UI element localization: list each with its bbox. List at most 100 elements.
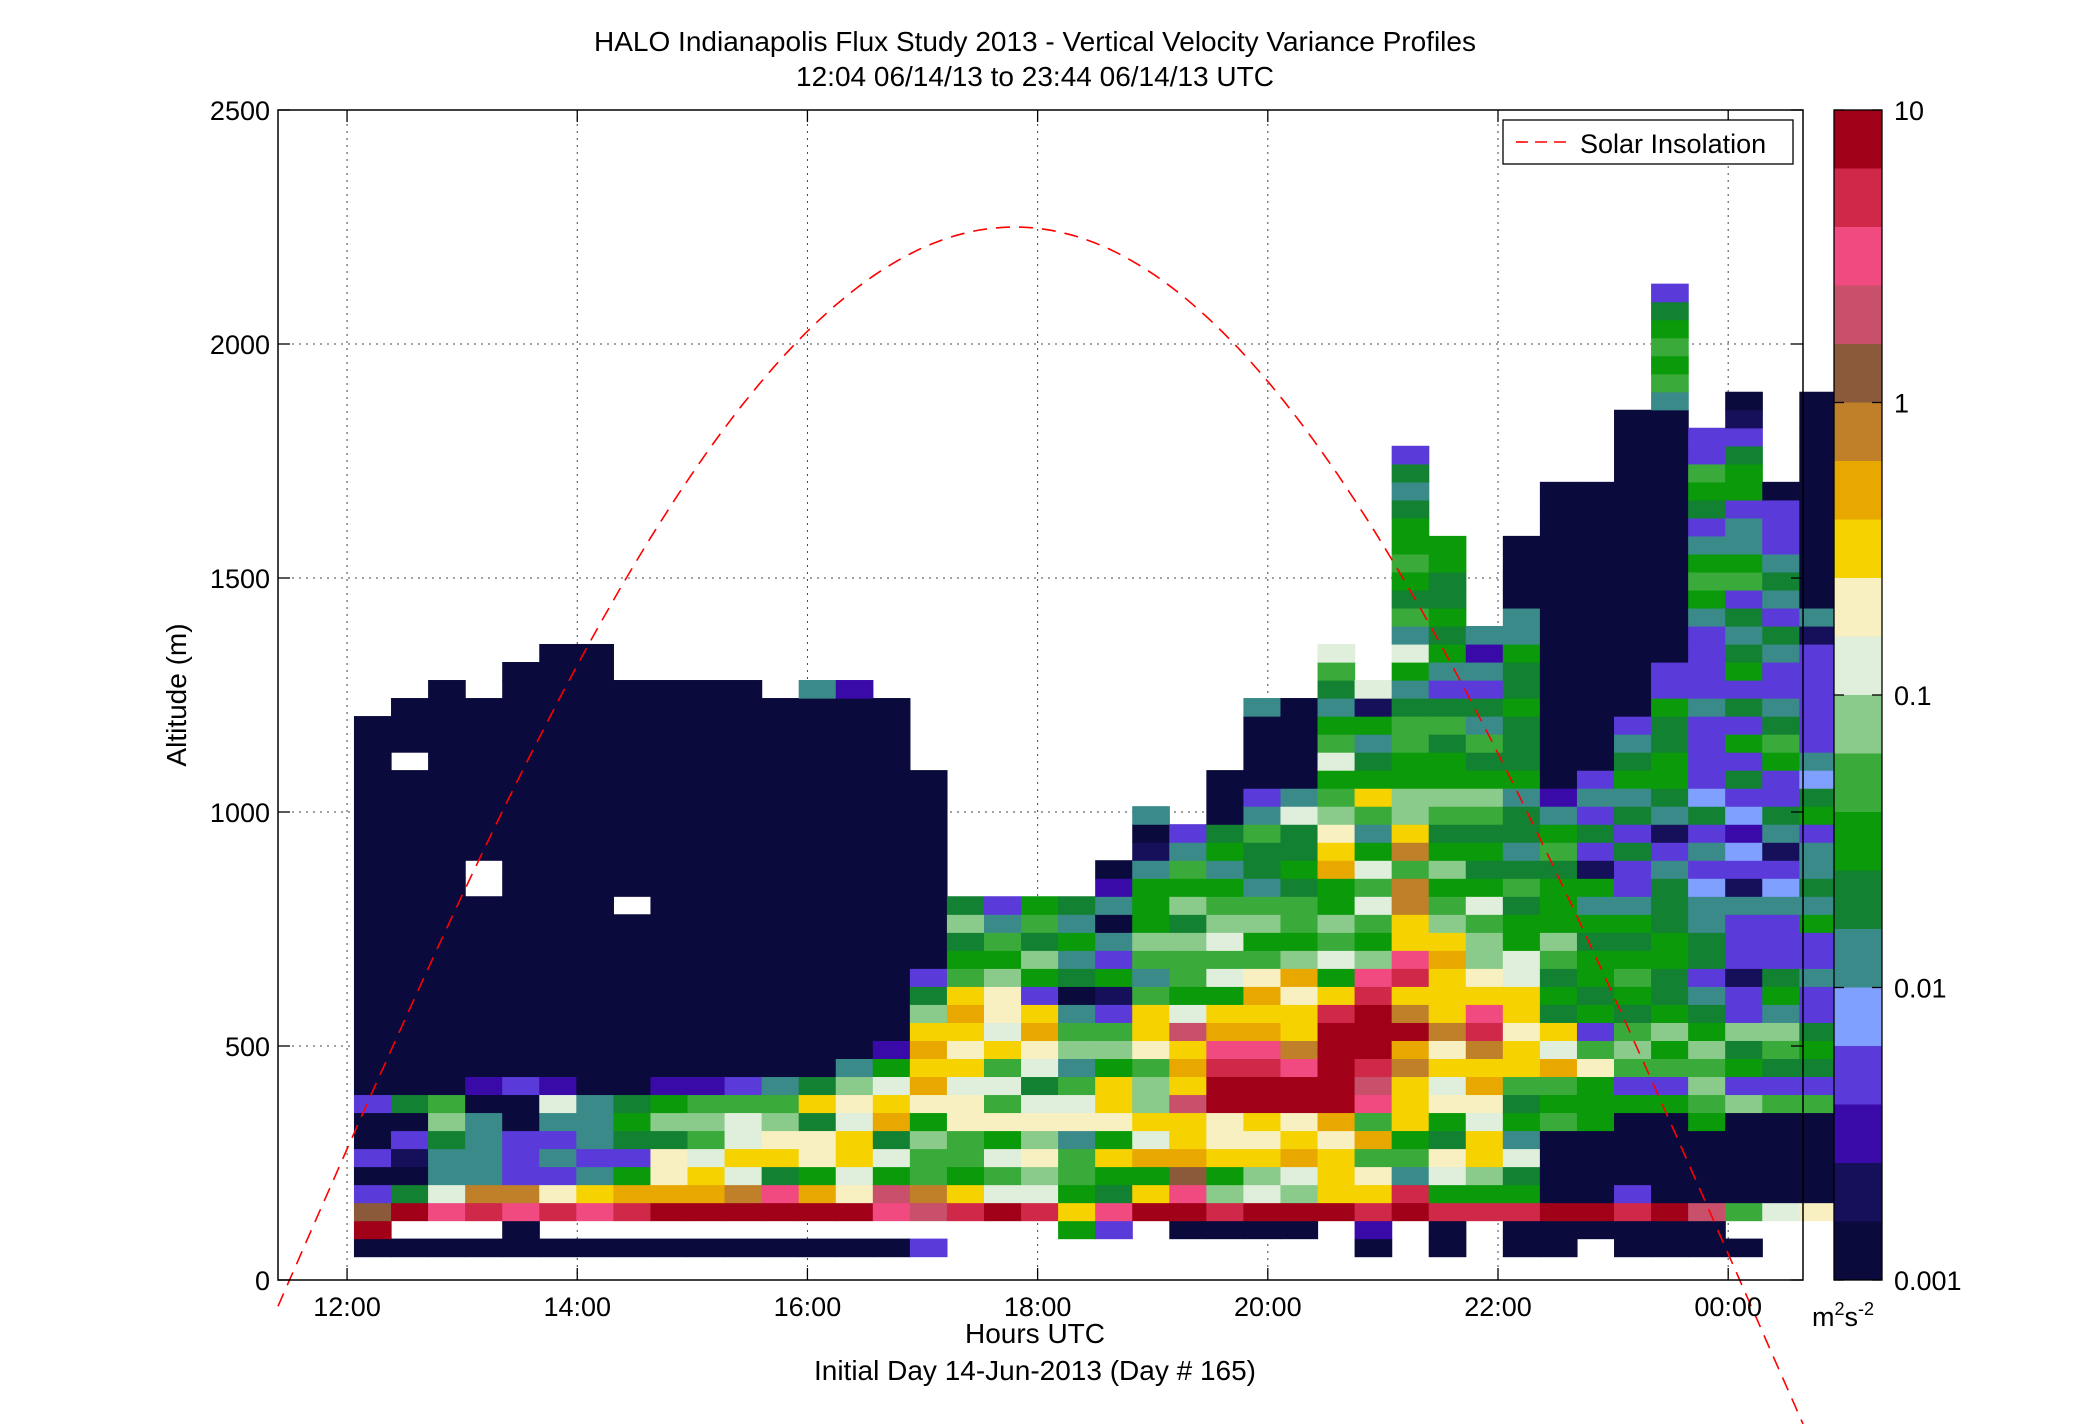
heatmap-cell	[539, 932, 577, 951]
heatmap-cell	[353, 1058, 392, 1078]
heatmap-cell	[576, 734, 614, 753]
heatmap-cell	[1799, 607, 1837, 627]
heatmap-cell	[1539, 553, 1578, 573]
heatmap-cell	[1576, 986, 1615, 1005]
heatmap-cell	[1058, 986, 1096, 1005]
heatmap-cell	[391, 1130, 429, 1150]
heatmap-cell	[1280, 716, 1319, 735]
heatmap-cell	[1317, 752, 1356, 771]
heatmap-cell	[1243, 1202, 1282, 1222]
heatmap-cell	[1688, 1220, 1726, 1240]
heatmap-cell	[1465, 986, 1504, 1005]
heatmap-cell	[1651, 517, 1689, 537]
heatmap-cell	[1206, 914, 1245, 933]
heatmap-cell	[1465, 734, 1504, 753]
heatmap-cell	[1688, 607, 1726, 627]
heatmap-cell	[1354, 1220, 1393, 1240]
heatmap-cell	[576, 1130, 614, 1150]
heatmap-cell	[1614, 896, 1652, 915]
heatmap-cell	[909, 1184, 948, 1204]
heatmap-cell	[835, 770, 874, 789]
heatmap-cell	[1502, 1148, 1541, 1168]
heatmap-cell	[1576, 932, 1615, 951]
heatmap-cell	[391, 770, 429, 789]
heatmap-cell	[872, 1094, 911, 1114]
heatmap-cell	[1206, 1058, 1245, 1078]
heatmap-cell	[1539, 1166, 1578, 1186]
heatmap-cell	[1502, 1040, 1541, 1059]
heatmap-cell	[1725, 1094, 1763, 1114]
heatmap-cell	[1428, 643, 1467, 663]
heatmap-cell	[687, 806, 726, 825]
heatmap-cell	[1317, 860, 1356, 879]
heatmap-cell	[1428, 571, 1467, 591]
heatmap-cell	[1058, 1220, 1096, 1240]
heatmap-cell	[391, 1004, 429, 1023]
heatmap-cell	[1465, 625, 1504, 645]
heatmap-cell	[1243, 932, 1282, 951]
heatmap-cell	[872, 788, 911, 807]
heatmap-cell	[1762, 625, 1800, 645]
heatmap-cell	[1725, 788, 1763, 807]
heatmap-cell	[909, 914, 948, 933]
heatmap-cell	[1576, 1094, 1615, 1114]
heatmap-cell	[1354, 1238, 1393, 1258]
heatmap-cell	[1651, 1130, 1689, 1150]
heatmap-cell	[539, 1238, 577, 1258]
heatmap-cell	[428, 698, 466, 717]
heatmap-cell	[687, 842, 726, 861]
heatmap-cell	[946, 1130, 985, 1150]
heatmap-cell	[835, 842, 874, 861]
x-tick-label: 22:00	[1464, 1292, 1532, 1322]
heatmap-cell	[1428, 625, 1467, 645]
heatmap-cell	[502, 1148, 540, 1168]
heatmap-cell	[983, 1166, 1022, 1186]
heatmap-cell	[465, 1130, 503, 1150]
heatmap-cell	[1280, 698, 1319, 717]
heatmap-cell	[1614, 1004, 1652, 1023]
heatmap-cell	[576, 1076, 614, 1096]
heatmap-cell	[1206, 788, 1245, 807]
heatmap-cell	[613, 1166, 652, 1186]
heatmap-cell	[1614, 1202, 1652, 1222]
heatmap-cell	[1354, 752, 1393, 771]
heatmap-cell	[1058, 1004, 1096, 1023]
heatmap-cell	[909, 1238, 948, 1258]
heatmap-cell	[983, 932, 1022, 951]
heatmap-cell	[724, 1202, 763, 1222]
heatmap-cell	[1465, 896, 1504, 915]
heatmap-cell	[465, 1112, 503, 1132]
heatmap-cell	[1354, 1166, 1393, 1186]
heatmap-cell	[1206, 1148, 1245, 1168]
heatmap-cell	[946, 1112, 985, 1132]
heatmap-cell	[1465, 842, 1504, 861]
heatmap-cell	[687, 1148, 726, 1168]
heatmap-cell	[1280, 842, 1319, 861]
heatmap-cell	[1688, 481, 1726, 501]
heatmap-cell	[428, 1040, 466, 1059]
heatmap-cell	[1799, 1166, 1837, 1186]
heatmap-cell	[1465, 643, 1504, 663]
heatmap-cell	[1614, 517, 1652, 537]
heatmap-cell	[650, 1130, 689, 1150]
heatmap-cell	[761, 752, 800, 771]
heatmap-cell	[1132, 986, 1170, 1005]
heatmap-cell	[1799, 1076, 1837, 1096]
heatmap-cell	[1651, 734, 1689, 753]
heatmap-cell	[1391, 734, 1430, 753]
heatmap-cell	[502, 1130, 540, 1150]
heatmap-cell	[1539, 1094, 1578, 1114]
heatmap-cell	[1576, 625, 1615, 645]
heatmap-cell	[613, 734, 652, 753]
heatmap-cell	[1132, 968, 1170, 987]
heatmap-cell	[1206, 1040, 1245, 1059]
heatmap-cell	[1725, 1112, 1763, 1132]
heatmap-cell	[1799, 1202, 1837, 1222]
heatmap-cell	[983, 1040, 1022, 1059]
heatmap-cell	[1688, 1238, 1726, 1258]
heatmap-cell	[613, 806, 652, 825]
heatmap-cell	[687, 680, 726, 699]
heatmap-cell	[724, 1094, 763, 1114]
heatmap-cell	[1539, 806, 1578, 825]
heatmap-cell	[1725, 1238, 1763, 1258]
